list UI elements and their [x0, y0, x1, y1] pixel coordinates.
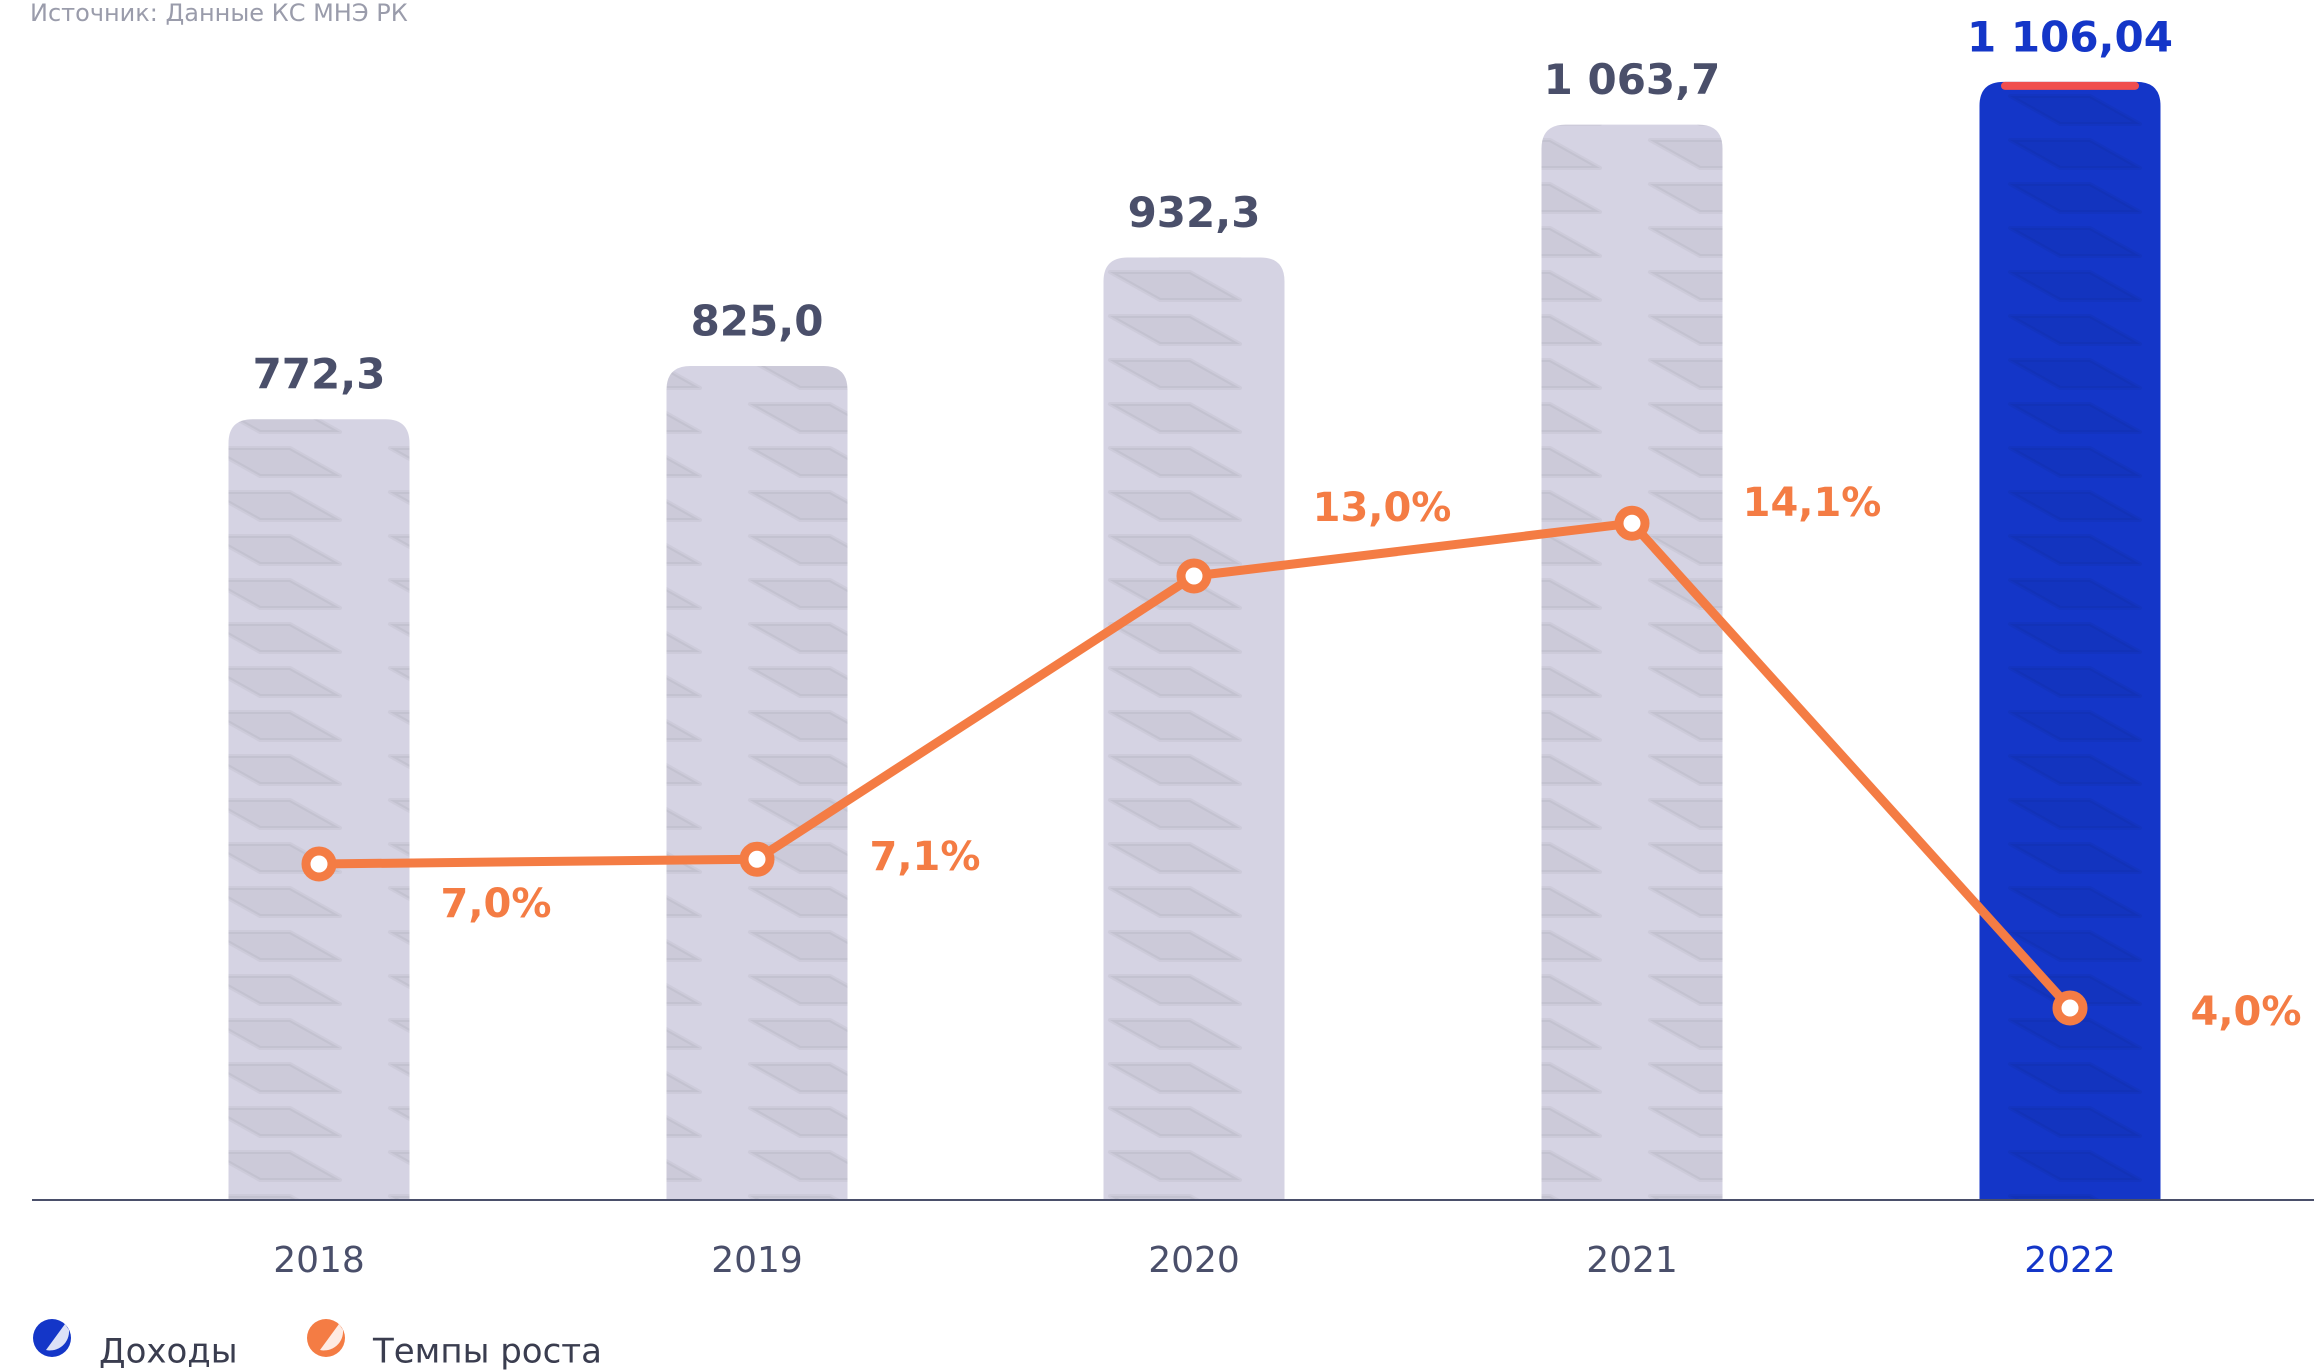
line-value-label: 7,1% — [870, 834, 981, 880]
line-value-label: 4,0% — [2191, 989, 2302, 1035]
line-value-label: 13,0% — [1313, 485, 1452, 531]
bar-value-label: 1 106,04 — [1967, 12, 2173, 61]
x-tick-label: 2022 — [2024, 1240, 2116, 1281]
source: Источник: Данные КС МНЭ РК — [30, 0, 408, 27]
legend-icon-glint — [320, 1324, 344, 1351]
line-point — [1176, 558, 1212, 594]
x-tick-label: 2021 — [1586, 1240, 1678, 1281]
line-point — [1614, 505, 1650, 541]
legend-icon-glint — [46, 1324, 70, 1351]
bar — [1979, 81, 2161, 1200]
bar-value-label: 825,0 — [691, 296, 824, 345]
x-tick-label: 2019 — [711, 1240, 803, 1281]
legend-label: Темпы роста — [372, 1332, 602, 1372]
bar-value-label: 1 063,7 — [1544, 55, 1721, 104]
legend-icon — [307, 1319, 345, 1357]
bar — [1103, 257, 1285, 1200]
legend-label: Доходы — [99, 1332, 238, 1372]
bar-value-label: 772,3 — [253, 350, 386, 399]
x-tick-label: 2020 — [1148, 1240, 1240, 1281]
bar — [1541, 124, 1723, 1200]
line-point — [301, 846, 337, 882]
line-point — [2052, 990, 2088, 1026]
legend-icon — [33, 1319, 71, 1357]
x-tick-label: 2018 — [273, 1240, 365, 1281]
line-point — [739, 841, 775, 877]
line-value-label: 7,0% — [441, 881, 552, 927]
bar — [228, 419, 410, 1200]
bar-value-label: 932,3 — [1128, 188, 1261, 237]
line-value-label: 14,1% — [1743, 480, 1882, 526]
bar — [666, 365, 848, 1201]
